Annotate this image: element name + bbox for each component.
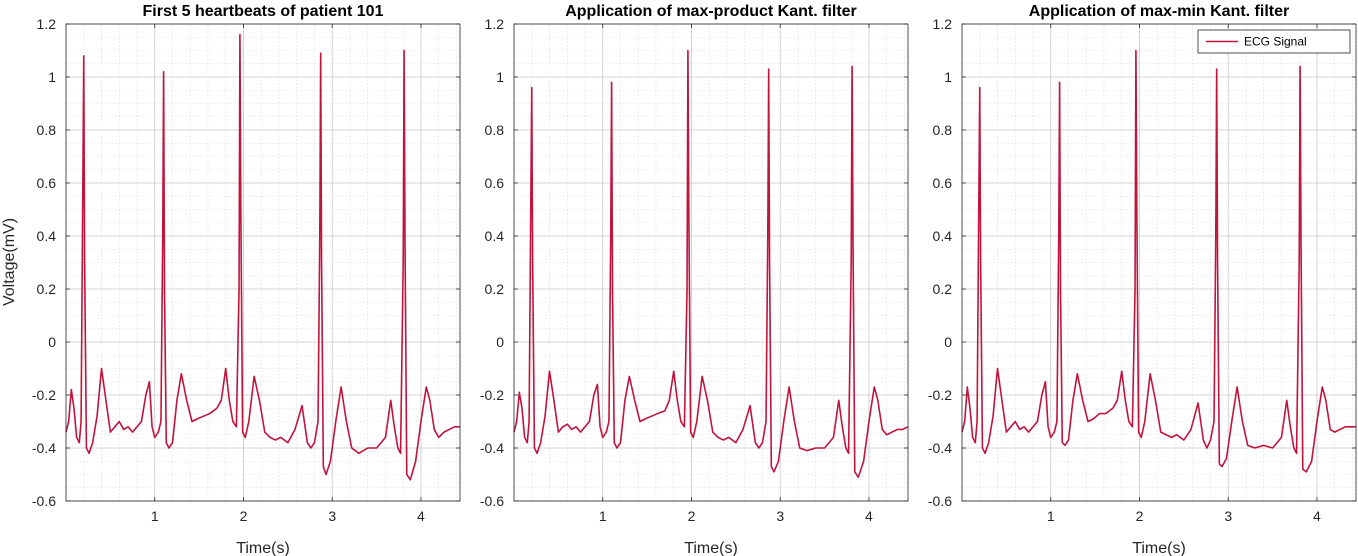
legend-box	[1197, 29, 1351, 54]
y-tick-label: 1	[496, 69, 504, 85]
y-tick-label: 1.2	[37, 16, 57, 32]
y-tick-label: -0.6	[928, 493, 952, 509]
x-tick-label: 3	[776, 508, 784, 524]
y-tick-label: 0.2	[485, 281, 505, 297]
y-tick-label: 0.2	[37, 281, 57, 297]
panel-1: 1 2 3 4 -0.6 -0.4 -0.2 0 0.2 0.4 0.6 0.8 1 1.2 First 5…	[32, 3, 461, 556]
axes-box	[513, 23, 909, 502]
y-tick-label: 0.8	[933, 122, 953, 138]
legend-label: ECG Signal	[1244, 35, 1307, 49]
y-tick-label: 0.4	[933, 228, 953, 244]
y-tick-label: 1	[944, 69, 952, 85]
y-tick-label: 0.8	[37, 122, 57, 138]
x-axis-label: Time(s)	[1132, 540, 1186, 556]
legend[interactable]: ECG Signal	[1197, 29, 1351, 54]
chart-title: Application of max-min Kant. filter	[1029, 3, 1289, 20]
y-tick-label: 0	[496, 334, 504, 350]
x-tick-label: 2	[240, 508, 248, 524]
x-tick-label: 1	[1047, 508, 1055, 524]
x-tick-label: 2	[688, 508, 696, 524]
x-tick-label: 4	[865, 508, 873, 524]
x-tick-label: 4	[417, 508, 425, 524]
y-tick-label: 0.2	[933, 281, 953, 297]
y-tick-label: -0.2	[480, 387, 504, 403]
y-tick-label: 0.6	[485, 175, 505, 191]
chart-title: Application of max-product Kant. filter	[565, 3, 857, 20]
x-tick-label: 4	[1313, 508, 1321, 524]
y-tick-label: -0.2	[928, 387, 952, 403]
x-tick-label: 1	[599, 508, 607, 524]
x-axis-label: Time(s)	[236, 540, 290, 556]
y-tick-label: 0.6	[37, 175, 57, 191]
y-tick-label: -0.4	[32, 440, 56, 456]
y-tick-label: 0.4	[485, 228, 505, 244]
y-tick-label: -0.4	[480, 440, 504, 456]
chart-title: First 5 heartbeats of patient 101	[143, 3, 384, 20]
x-tick-label: 1	[151, 508, 159, 524]
x-tick-label: 3	[328, 508, 336, 524]
ecg-signal-line	[65, 33, 460, 481]
axes-box	[961, 23, 1357, 502]
minor-grid	[514, 24, 908, 501]
x-axis-label: Time(s)	[684, 540, 738, 556]
y-tick-label: 1.2	[485, 16, 505, 32]
y-axis-label: Voltage(mV)	[1, 218, 18, 306]
y-tick-label: 0.8	[485, 122, 505, 138]
y-tick-label: 0.4	[37, 228, 57, 244]
minor-grid	[66, 24, 460, 501]
y-tick-label: -0.2	[32, 387, 56, 403]
minor-grid	[962, 24, 1356, 501]
x-tick-label: 2	[1136, 508, 1144, 524]
y-tick-label: 1	[48, 69, 56, 85]
y-tick-label: 0	[48, 334, 56, 350]
ecg-signal-line	[961, 49, 1356, 473]
ecg-signal-line	[513, 49, 909, 478]
x-tick-label: 3	[1224, 508, 1232, 524]
y-tick-label: -0.4	[928, 440, 952, 456]
axes-box	[65, 23, 461, 502]
panel-3: 1 2 3 4 -0.6 -0.4 -0.2 0 0.2 0.4 0.6 0.8 1 1.2 Applica…	[928, 3, 1357, 556]
panel-2: 1 2 3 4 -0.6 -0.4 -0.2 0 0.2 0.4 0.6 0.8 1 1.2 Applica…	[480, 3, 909, 556]
y-tick-label: -0.6	[480, 493, 504, 509]
y-tick-label: 0.6	[933, 175, 953, 191]
y-tick-label: -0.6	[32, 493, 56, 509]
y-tick-label: 1.2	[933, 16, 953, 32]
y-tick-label: 0	[944, 334, 952, 350]
